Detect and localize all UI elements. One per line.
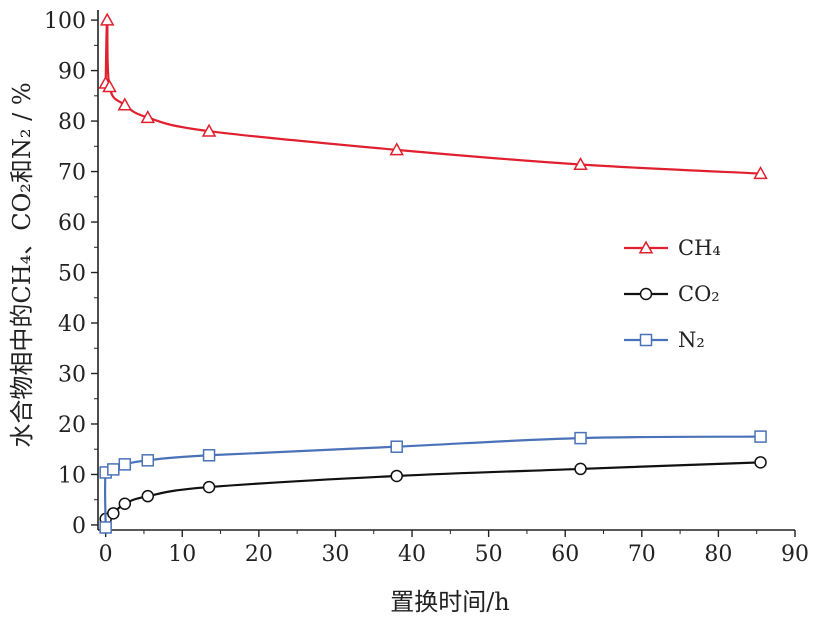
data-point	[201, 123, 217, 137]
legend-marker	[639, 287, 653, 301]
x-tick-label: 10	[168, 542, 196, 567]
legend-item: CH₄	[624, 236, 721, 260]
legend-marker	[639, 333, 653, 347]
y-tick-label: 30	[58, 362, 86, 387]
series-0	[98, 12, 768, 180]
series-2	[99, 430, 767, 534]
x-tick-label: 80	[704, 542, 732, 567]
y-tick-label: 20	[58, 413, 86, 438]
y-tick-label: 60	[58, 211, 86, 236]
y-tick-label: 0	[72, 514, 86, 539]
legend-item: CO₂	[624, 282, 720, 306]
y-tick-label: 10	[58, 463, 86, 488]
x-tick-label: 60	[551, 542, 579, 567]
data-point	[107, 463, 120, 476]
data-point	[573, 156, 588, 171]
data-point	[753, 166, 768, 180]
data-point	[141, 454, 155, 467]
y-tick-label: 100	[44, 9, 86, 34]
data-point	[574, 431, 587, 445]
x-tick-label: 70	[628, 542, 656, 567]
data-point	[140, 109, 156, 124]
data-point	[107, 507, 120, 520]
legend: CH₄ CO₂ N₂	[624, 236, 721, 352]
data-point	[574, 462, 587, 476]
legend-label: CH₄	[678, 236, 721, 260]
axes	[97, 10, 795, 531]
legend-item: N₂	[624, 328, 705, 352]
y-tick-label: 50	[58, 262, 86, 287]
series-line	[104, 18, 761, 175]
data-point	[202, 449, 216, 462]
x-axis-title: 置换时间/h	[390, 588, 510, 616]
x-ticks: 0 10 20 30 40 50 60 70 80 90	[99, 530, 809, 567]
x-tick-label: 20	[245, 542, 273, 567]
data-point	[202, 480, 216, 494]
data-point	[99, 12, 115, 26]
data-point	[754, 430, 767, 443]
series-line	[105, 461, 761, 520]
x-tick-label: 50	[475, 542, 503, 567]
legend-label: N₂	[678, 328, 705, 352]
x-tick-label: 0	[99, 542, 113, 567]
x-tick-label: 90	[781, 542, 809, 567]
data-point	[102, 79, 117, 93]
series-1	[99, 456, 767, 526]
data-point	[389, 142, 404, 156]
y-tick-label: 80	[58, 110, 86, 135]
legend-label: CO₂	[678, 282, 720, 306]
data-point	[754, 456, 767, 469]
data-point	[117, 97, 133, 111]
y-axis-title: 水合物相中的CH₄、CO₂和N₂ / %	[8, 82, 36, 447]
y-tick-label: 90	[58, 60, 86, 85]
data-point	[141, 489, 155, 503]
y-tick-label: 40	[58, 312, 86, 337]
y-tick-label: 70	[58, 161, 86, 186]
data-point	[118, 497, 132, 510]
data-point	[99, 521, 112, 534]
data-point	[118, 458, 132, 471]
x-tick-label: 40	[398, 542, 426, 567]
data-point	[390, 440, 403, 453]
series-layer	[98, 12, 768, 534]
x-tick-label: 30	[321, 542, 349, 567]
y-ticks: 0 10 20 30 40 50 60 70 80 90 100	[44, 9, 98, 539]
data-point	[390, 469, 403, 483]
legend-marker	[638, 240, 654, 254]
